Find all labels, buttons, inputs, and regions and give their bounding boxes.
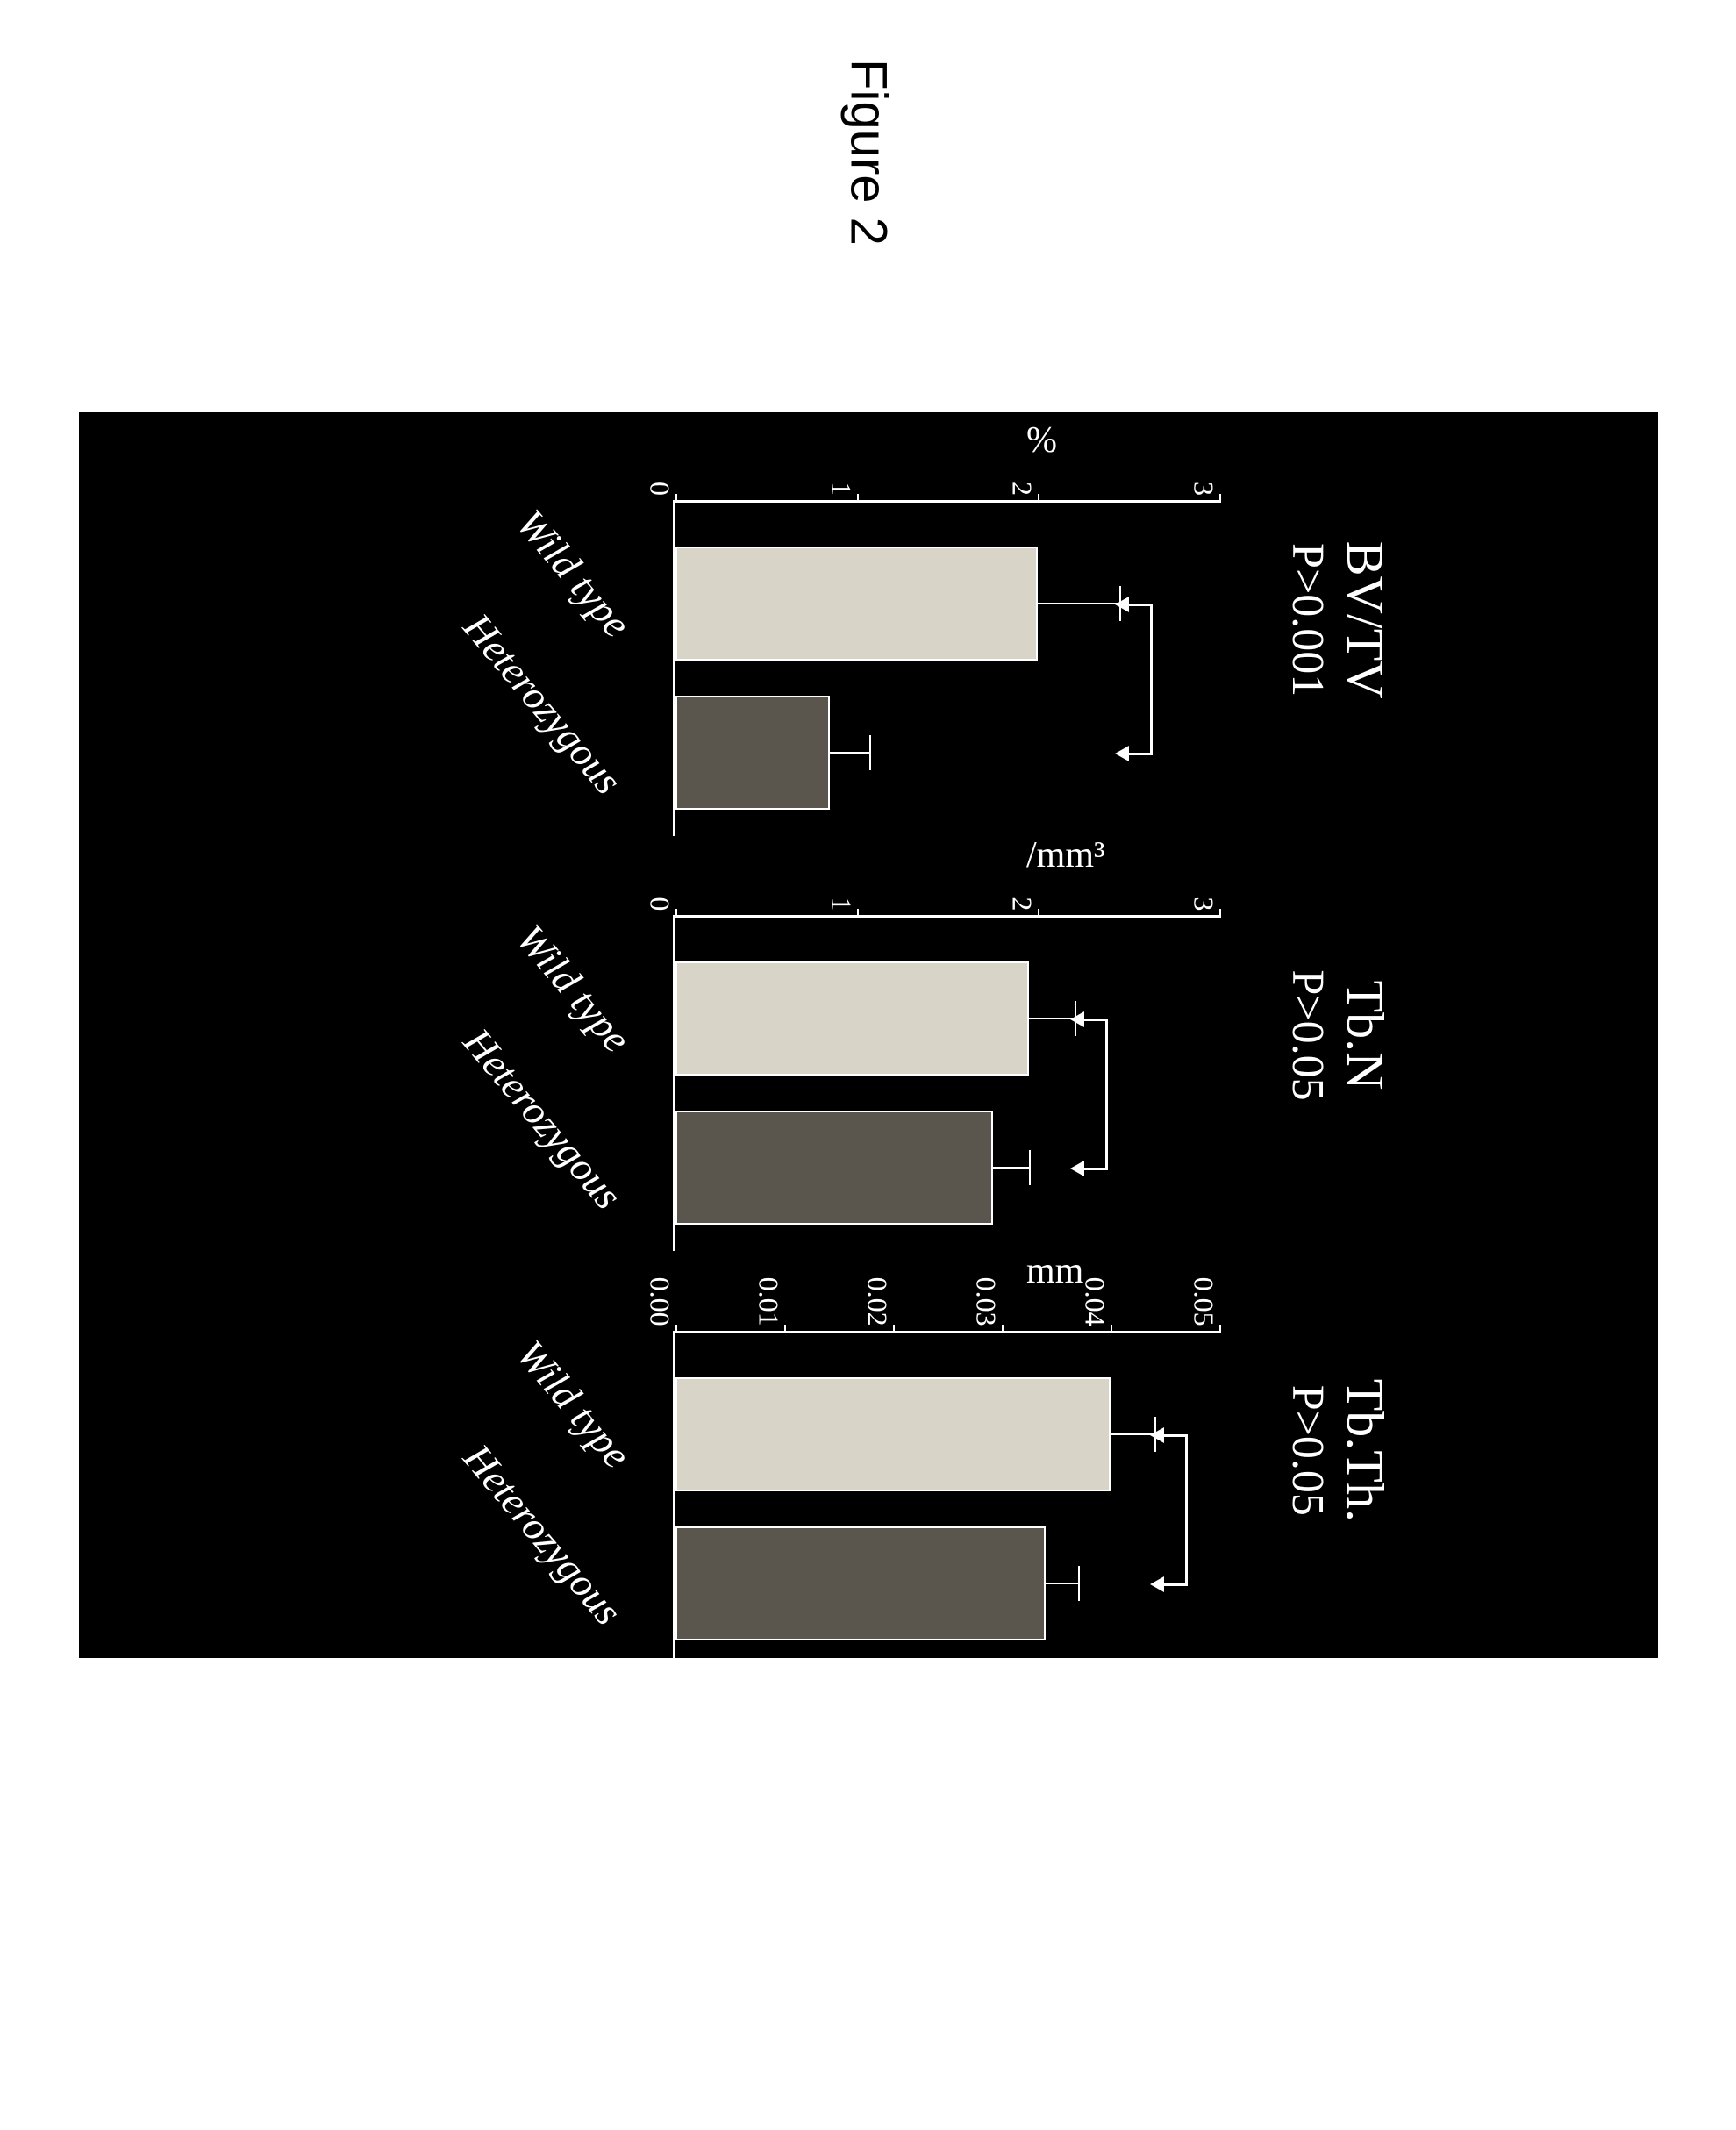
- sig-bracket-drop: [1083, 1019, 1108, 1021]
- sig-bracket-drop: [1163, 1583, 1188, 1586]
- bar-heterozygous: [675, 1526, 1046, 1640]
- sig-bracket-drop: [1128, 753, 1153, 755]
- chart-tbn: Tb.NP>0.05/mm³0123Wild typeHeterozygous: [342, 827, 1395, 1242]
- y-tick-label: 0.00: [644, 1277, 676, 1326]
- sig-bracket: [1185, 1434, 1188, 1583]
- y-tick-mark: [1219, 494, 1221, 503]
- x-label-wild-type: Wild type: [508, 500, 640, 646]
- bar-heterozygous: [675, 1111, 993, 1225]
- y-axis-label: %: [1026, 419, 1057, 461]
- x-label-wild-type: Wild type: [508, 1331, 640, 1476]
- error-bar: [1046, 1583, 1078, 1584]
- chart-pvalue: P>0.05: [1282, 1243, 1333, 1658]
- y-tick-mark: [675, 494, 677, 503]
- error-cap: [869, 735, 871, 770]
- error-bar: [1038, 603, 1119, 604]
- figure-title: Figure 2: [839, 59, 897, 246]
- chart-bvtv: BV/TVP>0.001%0123Wild typeHeterozygous: [342, 412, 1395, 827]
- y-tick-label: 0.02: [861, 1277, 894, 1326]
- sig-bracket-drop: [1163, 1434, 1188, 1437]
- y-tick-mark: [1038, 909, 1039, 918]
- plot-area: 0123: [673, 915, 1219, 1251]
- bar-wild-type: [675, 547, 1038, 661]
- y-tick-mark: [1038, 494, 1039, 503]
- y-tick-label: 1: [825, 482, 857, 496]
- y-tick-label: 0.01: [753, 1277, 785, 1326]
- y-tick-mark: [857, 494, 859, 503]
- y-tick-label: 0.03: [970, 1277, 1003, 1326]
- y-tick-label: 2: [1006, 897, 1039, 911]
- sig-arrowhead-icon: [1115, 746, 1129, 761]
- y-tick-label: 0.05: [1188, 1277, 1220, 1326]
- y-tick-mark: [675, 909, 677, 918]
- sig-arrowhead-icon: [1150, 1427, 1164, 1443]
- y-tick-label: 1: [825, 897, 857, 911]
- y-tick-mark: [1219, 1325, 1221, 1333]
- bar-wild-type: [675, 1377, 1111, 1491]
- sig-arrowhead-icon: [1150, 1576, 1164, 1592]
- error-cap: [1029, 1150, 1031, 1185]
- y-tick-label: 0.04: [1079, 1277, 1111, 1326]
- chart-pvalue: P>0.05: [1282, 827, 1333, 1242]
- error-bar: [993, 1167, 1029, 1169]
- y-tick-mark: [1002, 1325, 1004, 1333]
- y-tick-label: 0: [644, 482, 676, 496]
- bar-wild-type: [675, 961, 1029, 1076]
- y-tick-mark: [675, 1325, 677, 1333]
- sig-arrowhead-icon: [1070, 1161, 1084, 1176]
- error-bar: [830, 752, 869, 754]
- sig-bracket: [1105, 1019, 1108, 1168]
- error-cap: [1078, 1566, 1080, 1601]
- sig-arrowhead-icon: [1115, 597, 1129, 612]
- charts-row: BV/TVP>0.001%0123Wild typeHeterozygousTb…: [79, 412, 1658, 1658]
- y-tick-mark: [893, 1325, 895, 1333]
- chart-title: Tb.N: [1334, 827, 1395, 1242]
- sig-bracket-drop: [1128, 604, 1153, 606]
- y-tick-label: 3: [1188, 482, 1220, 496]
- error-bar: [1029, 1018, 1075, 1019]
- y-axis-label: mm: [1026, 1250, 1083, 1292]
- y-tick-label: 0: [644, 897, 676, 911]
- figure-panel: BV/TVP>0.001%0123Wild typeHeterozygousTb…: [79, 412, 1658, 1658]
- plot-area: 0123: [673, 500, 1219, 836]
- y-tick-mark: [784, 1325, 786, 1333]
- bar-heterozygous: [675, 696, 830, 810]
- x-label-wild-type: Wild type: [508, 916, 640, 1061]
- y-tick-label: 2: [1006, 482, 1039, 496]
- chart-title: Tb.Th.: [1334, 1243, 1395, 1658]
- y-axis-label: /mm³: [1026, 834, 1105, 876]
- sig-bracket-drop: [1083, 1168, 1108, 1170]
- plot-area: 0.000.010.020.030.040.05: [673, 1331, 1219, 1667]
- y-tick-mark: [1111, 1325, 1112, 1333]
- y-tick-mark: [1219, 909, 1221, 918]
- page: Figure 2 BV/TVP>0.001%0123Wild typeHeter…: [0, 0, 1736, 2130]
- error-bar: [1111, 1433, 1154, 1435]
- y-tick-label: 3: [1188, 897, 1220, 911]
- chart-tbth: Tb.Th.P>0.05 mm 0.00 0.01 0.02 0.03 0.04 0.05 Wi…: [342, 1243, 1395, 1658]
- sig-arrowhead-icon: [1070, 1011, 1084, 1027]
- sig-bracket: [1150, 604, 1153, 753]
- y-tick-mark: [857, 909, 859, 918]
- chart-pvalue: P>0.001: [1282, 412, 1333, 827]
- chart-title: BV/TV: [1334, 412, 1395, 827]
